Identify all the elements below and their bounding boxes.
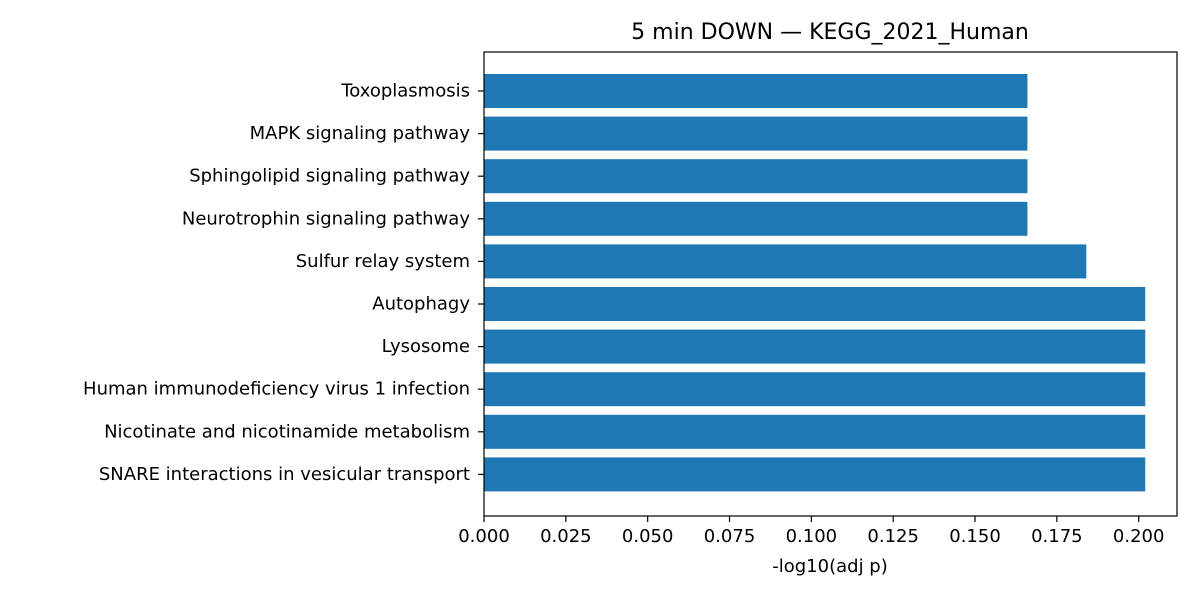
y-tick-label: Human immunodeficiency virus 1 infection bbox=[83, 379, 470, 400]
chart-title: 5 min DOWN — KEGG_2021_Human bbox=[631, 20, 1029, 45]
bar-1 bbox=[484, 116, 1028, 151]
x-tick-label: 0.150 bbox=[949, 526, 1001, 547]
x-tick-label: 0.125 bbox=[867, 526, 919, 547]
plot-area bbox=[484, 74, 1146, 492]
y-tick-label: SNARE interactions in vesicular transpor… bbox=[99, 464, 470, 485]
plot-frame bbox=[483, 51, 1178, 517]
bar-4 bbox=[484, 244, 1087, 279]
x-tick-label: 0.175 bbox=[1031, 526, 1083, 547]
x-axis-label: -log10(adj p) bbox=[772, 556, 888, 577]
bar-9 bbox=[484, 457, 1146, 492]
y-tick-label: Sphingolipid signaling pathway bbox=[189, 166, 470, 187]
y-tick-label: Sulfur relay system bbox=[296, 251, 470, 272]
x-tick-label: 0.050 bbox=[622, 526, 674, 547]
bar-2 bbox=[484, 159, 1028, 194]
bar-6 bbox=[484, 329, 1146, 364]
bar-5 bbox=[484, 287, 1146, 321]
bar-0 bbox=[484, 74, 1028, 108]
bar-7 bbox=[484, 372, 1146, 407]
y-tick-label: Neurotrophin signaling pathway bbox=[182, 208, 470, 229]
y-tick-label: MAPK signaling pathway bbox=[250, 123, 471, 144]
y-tick-label: Toxoplasmosis bbox=[340, 81, 470, 102]
y-tick-label: Lysosome bbox=[382, 336, 470, 357]
x-tick-label: 0.000 bbox=[458, 526, 510, 547]
bar-3 bbox=[484, 201, 1028, 236]
x-tick-label: 0.025 bbox=[540, 526, 592, 547]
bar-8 bbox=[484, 414, 1146, 449]
y-tick-label: Nicotinate and nicotinamide metabolism bbox=[104, 421, 470, 442]
y-tick-label: Autophagy bbox=[372, 294, 470, 315]
x-tick-label: 0.075 bbox=[704, 526, 756, 547]
x-tick-label: 0.100 bbox=[786, 526, 838, 547]
y-axis: Toxoplasmosis MAPK signaling pathway Sphin… bbox=[83, 81, 484, 485]
x-axis: 0.000 0.025 0.050 0.075 0.100 0.125 0.150 0.175… bbox=[458, 516, 1164, 547]
x-tick-label: 0.200 bbox=[1113, 526, 1165, 547]
